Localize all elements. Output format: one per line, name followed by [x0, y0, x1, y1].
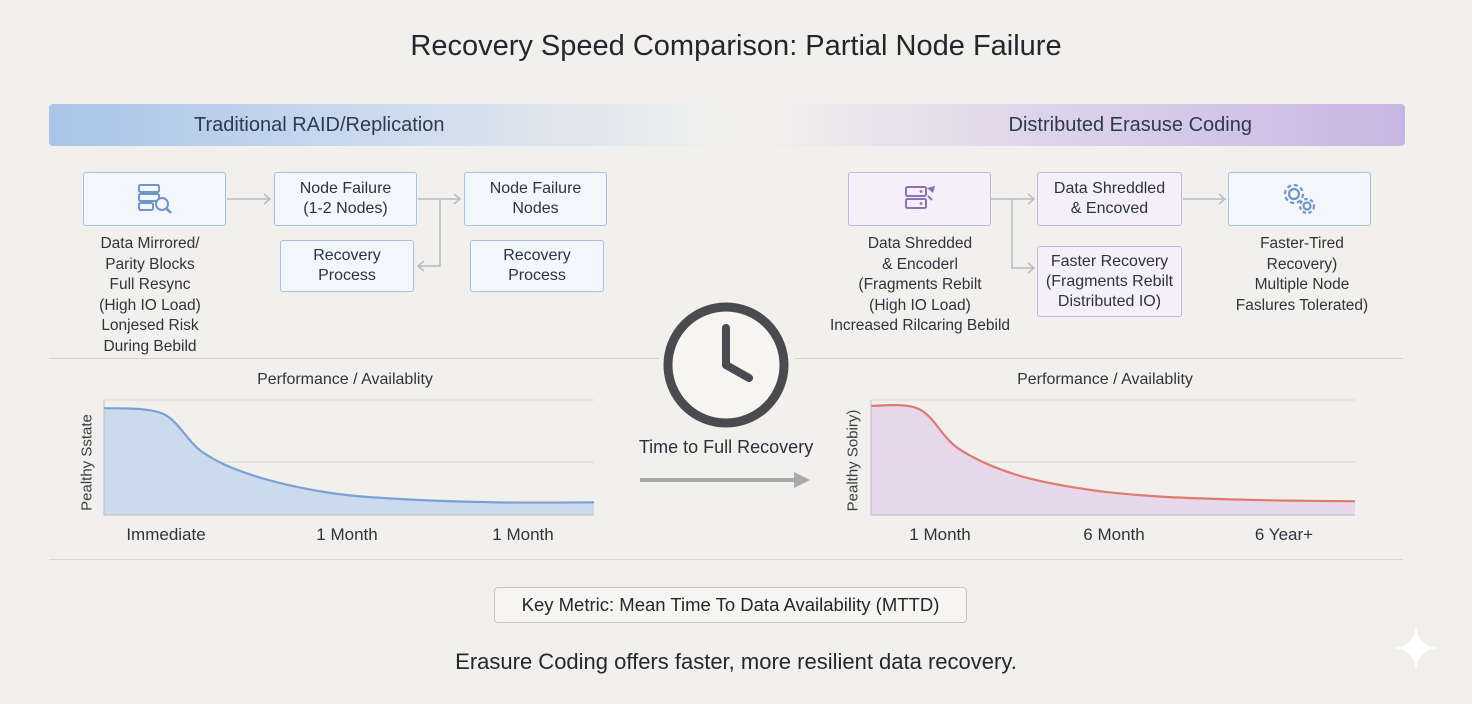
right-caption-right: Faster-Tired Recovery) Multiple Node Fas…: [1235, 235, 1369, 314]
gears-icon: [1283, 183, 1315, 215]
time-to-recovery-label: Time to Full Recovery: [638, 437, 814, 457]
chart-right-tick-0: 1 Month: [909, 525, 971, 544]
chart-left-area: [104, 408, 594, 515]
recovery-process-box-b: Recovery Process: [470, 240, 604, 292]
chart-right-title: Performance / Availablity: [1017, 371, 1193, 388]
divider-left: [49, 358, 659, 359]
divider-right: [795, 358, 1403, 359]
chart-right-tick-2: 6 Year+: [1254, 525, 1314, 544]
chart-left-title: Performance / Availablity: [257, 371, 433, 388]
chart-right-tick-1: 6 Month: [1083, 525, 1145, 544]
data-shreddled-box: Data Shreddled & Encoved: [1037, 172, 1182, 226]
data-shred-box: [848, 172, 991, 226]
key-metric-box: Key Metric: Mean Time To Data Availabili…: [494, 587, 967, 623]
chart-right-plot: [870, 399, 1356, 516]
chart-left-tick-2: 1 Month: [492, 525, 554, 544]
chart-right-area: [871, 405, 1355, 515]
chart-left-tick-1: 1 Month: [316, 525, 378, 544]
footer-text: Erasure Coding offers faster, more resil…: [455, 649, 1017, 674]
chart-left-tick-0: Immediate: [126, 525, 206, 544]
right-caption-left: Data Shredded & Encoderl (Fragments Rebi…: [829, 235, 1011, 334]
left-caption: Data Mirrored/ Parity Blocks Full Resync…: [99, 235, 201, 355]
left-section-header: Traditional RAID/Replication: [49, 104, 729, 146]
server-shred-icon: [904, 186, 935, 209]
faster-recovery-box: Faster Recovery (Fragments Rebilt Distri…: [1037, 246, 1182, 317]
chart-left-ylabel: Pealthy Sstate: [78, 414, 96, 511]
page-title: Recovery Speed Comparison: Partial Node …: [410, 30, 1062, 62]
node-failure-box-a: Node Failure (1-2 Nodes): [274, 172, 417, 226]
recovery-process-box-a: Recovery Process: [280, 240, 414, 292]
chart-right-ylabel: Pealthy Sobiry): [844, 409, 862, 512]
arrow-right-icon: [640, 472, 810, 488]
gears-box: [1228, 172, 1371, 226]
divider-bottom: [49, 559, 1403, 560]
right-section-header: Distributed Erasuse Coding: [760, 104, 1405, 146]
node-failure-box-b: Node Failure Nodes: [464, 172, 607, 226]
chart-left-series-line: [103, 406, 595, 504]
chart-right-series-line: [870, 403, 1356, 503]
data-mirrored-box: [83, 172, 226, 226]
sparkle-icon: [1394, 626, 1438, 670]
clock-icon: [663, 302, 789, 428]
chart-left-plot: [103, 399, 595, 516]
database-search-icon: [137, 184, 172, 214]
